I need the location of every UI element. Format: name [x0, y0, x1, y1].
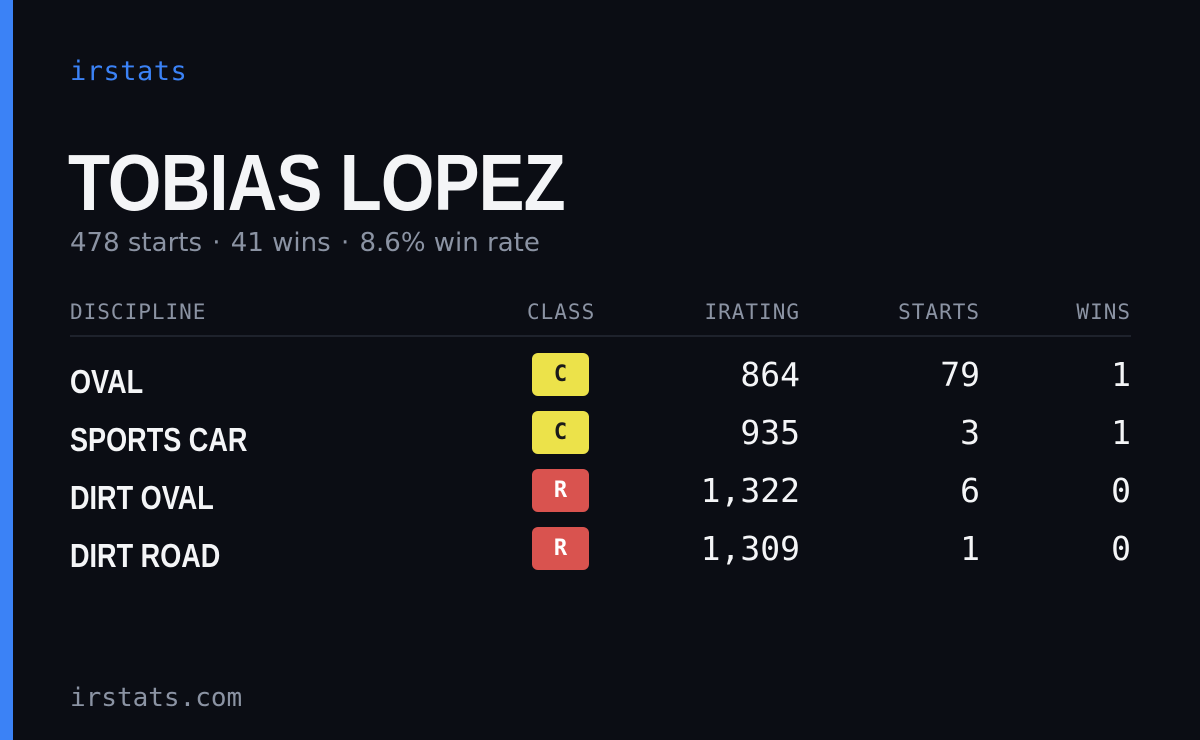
table-row: SPORTS CAR C 935 3 1: [70, 411, 1131, 469]
table-body: OVAL C 864 79 1 SPORTS CAR C 935 3 1 DIR…: [70, 337, 1131, 585]
discipline-cell: DIRT ROAD: [70, 537, 221, 574]
table-row: OVAL C 864 79 1: [70, 353, 1131, 411]
wins-cell: 1: [1111, 413, 1131, 452]
footer-domain[interactable]: irstats.com: [70, 683, 243, 713]
header-discipline: DISCIPLINE: [70, 300, 207, 324]
summary-separator: ·: [212, 228, 221, 258]
driver-name: TOBIAS LOPEZ: [68, 138, 566, 227]
starts-cell: 3: [960, 413, 980, 452]
class-badge: R: [532, 527, 589, 570]
wins-cell: 1: [1111, 355, 1131, 394]
table-row: DIRT ROAD R 1,309 1 0: [70, 527, 1131, 585]
class-badge: C: [532, 353, 589, 396]
header-class: CLASS: [527, 300, 596, 324]
discipline-cell: SPORTS CAR: [70, 421, 248, 458]
driver-summary: 478 starts · 41 wins · 8.6% win rate: [70, 228, 540, 258]
header-wins: WINS: [1076, 300, 1131, 324]
accent-bar: [0, 0, 13, 740]
irating-cell: 1,309: [700, 529, 800, 568]
irating-cell: 935: [740, 413, 800, 452]
class-badge: R: [532, 469, 589, 512]
brand-logo[interactable]: irstats: [70, 56, 188, 87]
summary-starts: 478 starts: [70, 228, 202, 258]
stats-table: DISCIPLINE CLASS IRATING STARTS WINS OVA…: [70, 300, 1131, 585]
starts-cell: 79: [940, 355, 980, 394]
wins-cell: 0: [1111, 529, 1131, 568]
table-row: DIRT OVAL R 1,322 6 0: [70, 469, 1131, 527]
summary-wins: 41 wins: [230, 228, 331, 258]
summary-win-rate: 8.6% win rate: [359, 228, 540, 258]
irating-cell: 1,322: [700, 471, 800, 510]
table-header: DISCIPLINE CLASS IRATING STARTS WINS: [70, 300, 1131, 337]
discipline-cell: OVAL: [70, 363, 144, 400]
wins-cell: 0: [1111, 471, 1131, 510]
starts-cell: 6: [960, 471, 980, 510]
header-starts: STARTS: [898, 300, 980, 324]
irating-cell: 864: [740, 355, 800, 394]
summary-separator: ·: [340, 228, 350, 258]
discipline-cell: DIRT OVAL: [70, 479, 214, 516]
starts-cell: 1: [960, 529, 980, 568]
header-irating: IRATING: [704, 300, 800, 324]
class-badge: C: [532, 411, 589, 454]
